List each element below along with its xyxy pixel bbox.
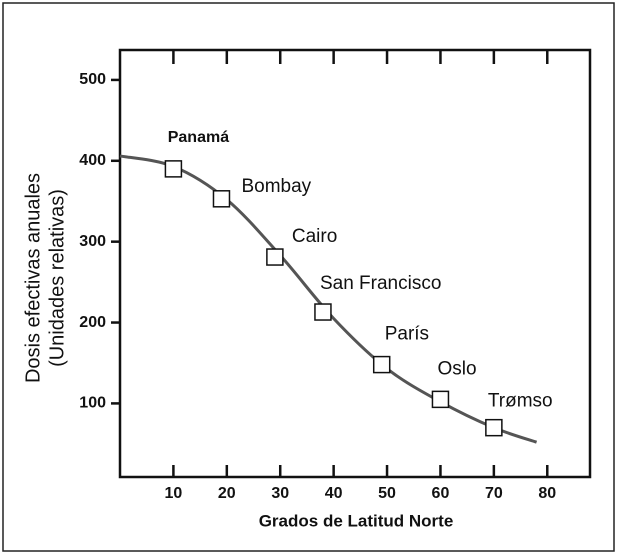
point [431, 390, 450, 409]
x-tick-label: 30 [271, 485, 289, 502]
point-label: San Francisco [320, 273, 441, 294]
point [314, 303, 332, 321]
x-tick-label: 50 [378, 485, 396, 502]
point-label: Oslo [437, 358, 476, 379]
point [372, 355, 391, 374]
plot-border [118, 48, 592, 479]
y-tick-label: 400 [79, 152, 106, 169]
y-tick-label: 200 [79, 314, 106, 331]
point [212, 190, 231, 208]
x-tick-label: 40 [325, 485, 343, 502]
x-tick-label: 70 [485, 485, 503, 502]
y-tick-label: 100 [79, 395, 106, 412]
point-label: Trømso [488, 391, 553, 412]
x-tick-label: 80 [538, 485, 556, 502]
x-tick-label: 60 [432, 485, 450, 502]
point-label: Panamá [168, 129, 229, 146]
y-tick-label: 500 [79, 71, 106, 88]
point-label: París [385, 324, 429, 345]
y-axis-label: Dosis efectivas anuales [22, 173, 44, 383]
point [485, 418, 503, 437]
point-label: Cairo [292, 226, 337, 247]
x-axis-label: Grados de Latitud Norte [259, 511, 454, 530]
x-tick-label: 10 [165, 485, 183, 502]
point [266, 248, 284, 266]
y-axis-label: (Unidades relativas) [46, 189, 68, 367]
x-tick-label: 20 [218, 485, 236, 502]
y-tick-label: 300 [79, 233, 106, 250]
point [164, 160, 183, 178]
curve [119, 154, 538, 444]
point-label: Bombay [241, 176, 311, 197]
